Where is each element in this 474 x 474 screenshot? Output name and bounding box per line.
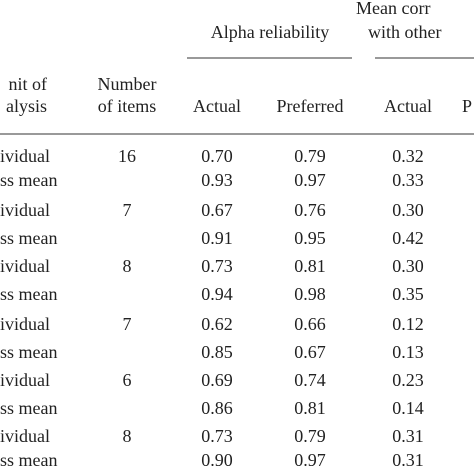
- alpha-actual-cell: 0.70: [201, 146, 233, 166]
- corr-actual-cell: 0.32: [392, 146, 424, 166]
- alpha-preferred-cell: 0.81: [294, 398, 326, 418]
- unit-cell: ividual: [0, 200, 50, 220]
- corr-actual-cell: 0.23: [392, 370, 424, 390]
- header-unit: alysis: [6, 96, 47, 116]
- alpha-preferred-cell: 0.97: [294, 450, 326, 470]
- items-cell: 16: [118, 146, 136, 166]
- alpha-preferred-cell: 0.76: [294, 200, 326, 220]
- items-cell: 8: [123, 426, 132, 446]
- alpha-preferred-cell: 0.67: [294, 342, 326, 362]
- alpha-actual-cell: 0.86: [201, 398, 233, 418]
- corr-actual-cell: 0.35: [392, 284, 424, 304]
- alpha-actual-cell: 0.93: [201, 170, 233, 190]
- unit-cell: ividual: [0, 426, 50, 446]
- header-sub: Actual: [193, 96, 241, 116]
- alpha-preferred-cell: 0.74: [294, 370, 326, 390]
- items-cell: 8: [123, 256, 132, 276]
- alpha-preferred-cell: 0.79: [294, 426, 326, 446]
- unit-cell: ividual: [0, 370, 50, 390]
- unit-cell: ss mean: [0, 228, 58, 248]
- unit-cell: ividual: [0, 256, 50, 276]
- alpha-actual-cell: 0.69: [201, 370, 233, 390]
- alpha-actual-cell: 0.91: [201, 228, 233, 248]
- unit-cell: ss mean: [0, 170, 58, 190]
- alpha-actual-cell: 0.85: [201, 342, 233, 362]
- alpha-actual-cell: 0.94: [201, 284, 233, 304]
- header-sub: P: [462, 96, 472, 116]
- corr-actual-cell: 0.30: [392, 200, 424, 220]
- alpha-actual-cell: 0.62: [201, 314, 233, 334]
- header-number: of items: [98, 96, 157, 116]
- header-sub: Preferred: [277, 96, 344, 116]
- items-cell: 6: [123, 370, 132, 390]
- items-cell: 7: [123, 200, 132, 220]
- unit-cell: ss mean: [0, 284, 58, 304]
- alpha-preferred-cell: 0.66: [294, 314, 326, 334]
- alpha-preferred-cell: 0.79: [294, 146, 326, 166]
- alpha-actual-cell: 0.73: [201, 426, 233, 446]
- corr-actual-cell: 0.12: [392, 314, 424, 334]
- corr-actual-cell: 0.31: [392, 426, 424, 446]
- header-number: Number: [98, 74, 157, 94]
- corr-actual-cell: 0.14: [392, 398, 424, 418]
- unit-cell: ss mean: [0, 398, 58, 418]
- header-unit: nit of: [9, 74, 48, 94]
- corr-actual-cell: 0.31: [392, 450, 424, 470]
- alpha-actual-cell: 0.73: [201, 256, 233, 276]
- header-mean-corr: Mean corr: [356, 0, 430, 18]
- alpha-preferred-cell: 0.98: [294, 284, 326, 304]
- corr-actual-cell: 0.33: [392, 170, 424, 190]
- corr-actual-cell: 0.30: [392, 256, 424, 276]
- items-cell: 7: [123, 314, 132, 334]
- unit-cell: ividual: [0, 314, 50, 334]
- unit-cell: ss mean: [0, 342, 58, 362]
- corr-actual-cell: 0.42: [392, 228, 424, 248]
- header-alpha: Alpha reliability: [211, 22, 329, 42]
- alpha-preferred-cell: 0.97: [294, 170, 326, 190]
- unit-cell: ividual: [0, 146, 50, 166]
- alpha-preferred-cell: 0.81: [294, 256, 326, 276]
- alpha-preferred-cell: 0.95: [294, 228, 326, 248]
- header-mean-corr: with other: [368, 22, 442, 42]
- header-sub: Actual: [384, 96, 432, 116]
- alpha-actual-cell: 0.90: [201, 450, 233, 470]
- alpha-actual-cell: 0.67: [201, 200, 233, 220]
- unit-cell: ss mean: [0, 450, 58, 470]
- corr-actual-cell: 0.13: [392, 342, 424, 362]
